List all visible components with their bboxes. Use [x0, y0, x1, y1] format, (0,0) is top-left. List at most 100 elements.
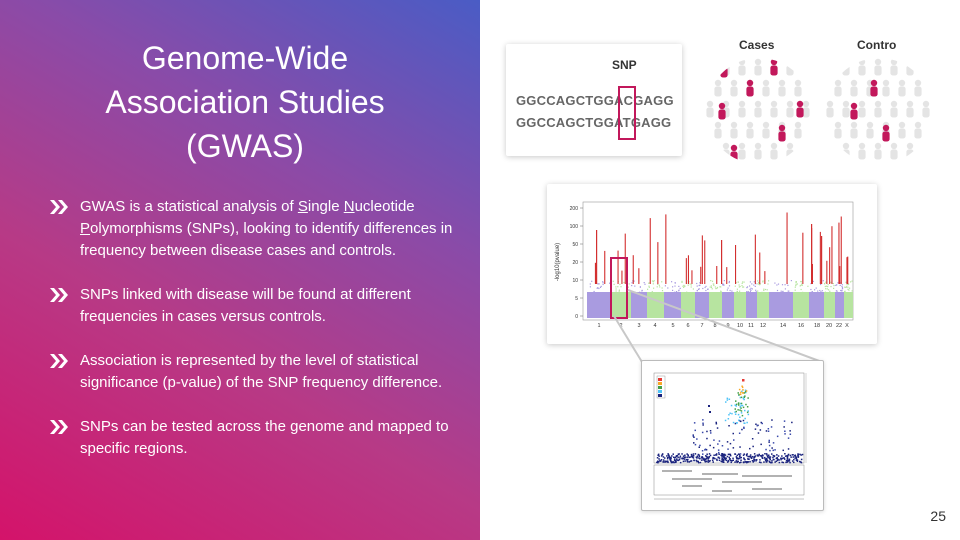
gene-track — [653, 464, 805, 496]
regional-snp — [706, 437, 708, 440]
snp-point — [749, 281, 751, 283]
snp-point — [761, 291, 763, 293]
chromosome-band — [734, 292, 746, 318]
snp-point — [674, 285, 676, 287]
regional-snp — [673, 457, 676, 459]
significant-snp — [726, 267, 728, 284]
significant-snp — [802, 232, 804, 284]
snp-point — [751, 288, 753, 290]
regional-snp — [725, 457, 727, 459]
significant-snp — [735, 245, 737, 284]
regional-snp — [764, 459, 767, 461]
regional-snp — [746, 454, 748, 457]
snp-point — [678, 290, 680, 292]
regional-snp — [740, 410, 743, 412]
snp-point — [840, 293, 842, 295]
regional-snp — [782, 461, 785, 464]
snp-point — [782, 290, 784, 292]
x-tick-label: 12 — [760, 323, 766, 329]
regional-snp — [801, 453, 804, 456]
snp-point — [841, 285, 843, 288]
snp-point — [764, 288, 767, 291]
snp-highlight-box — [618, 86, 636, 140]
regional-snp — [772, 454, 775, 457]
x-tick-label: 3 — [637, 323, 640, 329]
snp-point — [757, 290, 759, 292]
x-tick-label: 4 — [653, 323, 656, 329]
regional-snp — [725, 401, 727, 403]
snp-point — [696, 289, 698, 292]
snp-point — [846, 286, 848, 288]
regional-snp — [742, 454, 745, 456]
snp-point — [709, 286, 711, 288]
regional-snp — [726, 441, 729, 443]
snp-point — [590, 293, 593, 295]
regional-snp — [693, 442, 695, 444]
snp-point — [835, 284, 837, 286]
snp-point — [776, 292, 778, 295]
regional-snp — [724, 419, 727, 422]
snp-point — [820, 283, 822, 286]
snp-point — [737, 281, 739, 283]
regional-snp — [734, 408, 736, 410]
significant-snp — [657, 242, 659, 284]
regional-snp — [684, 458, 686, 460]
regional-snp — [667, 453, 669, 455]
snp-point — [623, 293, 625, 295]
snp-point — [713, 284, 715, 287]
regional-snp — [743, 458, 745, 460]
snp-point — [731, 293, 733, 296]
snp-sequence-card: SNP GGCCAGCTGGACGAGG GGCCAGCTGGATGAGG — [506, 44, 682, 156]
snp-point — [827, 286, 829, 288]
regional-snp — [782, 449, 784, 452]
regional-snp — [715, 454, 717, 456]
snp-point — [681, 281, 683, 283]
snp-point — [653, 287, 655, 289]
regional-snp — [797, 453, 799, 455]
snp-point — [623, 281, 625, 284]
chromosome-band — [824, 292, 835, 318]
snp-point — [628, 283, 630, 285]
regional-snp — [668, 455, 670, 458]
title-line-3: (GWAS) — [186, 128, 304, 164]
regional-snp — [687, 454, 689, 456]
regional-snp — [776, 459, 779, 462]
snp-point — [776, 289, 779, 292]
regional-snp — [674, 459, 676, 462]
regional-snp — [727, 453, 730, 456]
regional-snp — [758, 454, 760, 456]
snp-point — [784, 284, 786, 286]
snp-point — [832, 283, 834, 285]
regional-snp — [736, 461, 738, 464]
regional-snp — [755, 423, 757, 425]
regional-snp — [734, 404, 736, 406]
x-tick-label: 9 — [726, 323, 729, 329]
regional-snp — [776, 457, 778, 460]
significant-snp — [847, 256, 849, 284]
regional-snp — [735, 400, 737, 402]
regional-snp — [739, 453, 742, 455]
snp-point — [723, 280, 725, 282]
regional-snp — [791, 421, 793, 424]
regional-snp — [734, 413, 737, 415]
regional-snp — [745, 403, 747, 406]
regional-snp — [791, 454, 794, 456]
regional-snp — [694, 429, 696, 432]
regional-snp — [709, 454, 712, 457]
regional-snp — [743, 461, 745, 464]
regional-snp — [662, 459, 665, 461]
significant-snp — [839, 266, 841, 284]
regional-snp — [743, 427, 745, 429]
regional-snp — [687, 455, 689, 457]
regional-snp — [727, 448, 729, 450]
snp-point — [589, 286, 591, 288]
regional-snp — [704, 459, 706, 462]
regional-snp — [656, 461, 658, 464]
y-tick-label: 0 — [575, 314, 578, 320]
regional-snp — [660, 460, 662, 462]
snp-point — [661, 287, 663, 289]
regional-snp — [699, 461, 702, 464]
regional-snp — [717, 449, 720, 451]
regional-snp — [741, 385, 743, 387]
snp-point — [836, 290, 838, 292]
